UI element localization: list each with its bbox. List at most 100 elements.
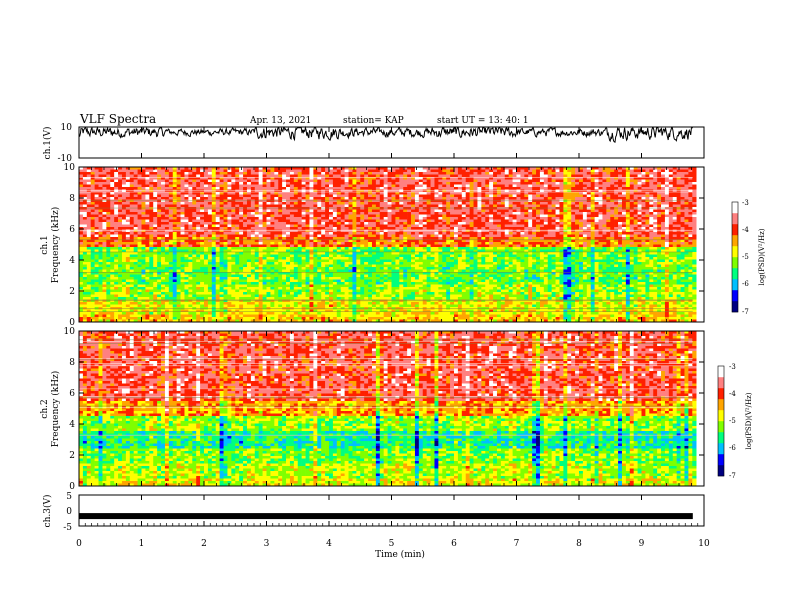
spectrogram-cell xyxy=(297,207,302,210)
spectrogram-cell xyxy=(368,179,373,183)
spectrogram-cell xyxy=(227,222,232,225)
spectrogram-cell xyxy=(524,167,529,170)
spectrogram-cell xyxy=(664,207,670,210)
spectrogram-cell xyxy=(539,232,545,235)
spectrogram-cell xyxy=(305,227,310,230)
spectrogram-cell xyxy=(164,202,170,205)
spectrogram-cell xyxy=(621,179,627,183)
spectrogram-cell xyxy=(688,182,693,185)
spectrogram-cell xyxy=(309,182,314,185)
spectrogram-cell xyxy=(110,204,115,208)
spectrogram-cell xyxy=(286,232,291,235)
spectrogram-cell xyxy=(286,197,291,200)
spectrogram-cell xyxy=(555,189,560,193)
spectrogram-cell xyxy=(481,214,486,218)
spectrogram-cell xyxy=(200,209,205,213)
spectrogram-cell xyxy=(348,224,353,228)
spectrogram-cell xyxy=(309,244,314,248)
spectrogram-cell xyxy=(598,204,603,208)
spectrogram-cell xyxy=(618,212,623,215)
spectrogram-cell xyxy=(438,212,443,215)
spectrogram-cell xyxy=(411,172,416,175)
spectrogram-cell xyxy=(266,237,271,240)
spectrogram-cell xyxy=(504,237,509,240)
spectrogram-cell xyxy=(270,184,275,188)
spectrogram-cell xyxy=(188,194,193,198)
spectrogram-cell xyxy=(94,242,99,245)
spectrogram-cell xyxy=(161,214,166,218)
spectrogram-cell xyxy=(434,182,439,185)
spectrogram-cell xyxy=(539,189,545,193)
spectrogram-cell xyxy=(364,172,369,175)
spectrogram-cell xyxy=(196,192,201,195)
spectrogram-cell xyxy=(450,174,455,178)
spectrogram-cell xyxy=(129,244,134,248)
spectrogram-cell xyxy=(207,167,213,170)
spectrogram-cell xyxy=(266,217,271,220)
spectrogram-cell xyxy=(102,174,107,178)
spectrogram-cell xyxy=(590,202,595,205)
spectrogram-cell xyxy=(360,239,365,243)
spectrogram-cell xyxy=(379,207,384,210)
spectrogram-cell xyxy=(422,184,427,188)
spectrogram-cell xyxy=(645,204,650,208)
spectrogram-cell xyxy=(618,222,623,225)
spectrogram-cell xyxy=(137,187,142,190)
spectrogram-cell xyxy=(582,209,588,213)
spectrogram-cell xyxy=(579,222,584,225)
spectrogram-cell xyxy=(211,212,217,215)
spectrogram-cell xyxy=(450,209,455,213)
spectrogram-cell xyxy=(606,192,611,195)
spectrogram-cell xyxy=(571,184,576,188)
spectrogram-cell xyxy=(430,197,435,200)
spectrogram-cell xyxy=(86,209,92,213)
spectrogram-cell xyxy=(145,194,150,198)
spectrogram-cell xyxy=(692,242,697,245)
spectrogram-cell xyxy=(258,207,263,210)
spectrogram-cell xyxy=(391,242,396,245)
spectrogram-cell xyxy=(243,244,248,248)
spectrogram-cell xyxy=(508,209,513,213)
spectrogram-cell xyxy=(524,242,529,245)
spectrogram-cell xyxy=(383,234,388,238)
spectrogram-cell xyxy=(606,169,611,173)
spectrogram-cell xyxy=(598,182,603,185)
spectrogram-cell xyxy=(133,237,138,240)
spectrogram-cell xyxy=(567,237,572,240)
spectrogram-cell xyxy=(485,239,490,243)
spectrogram-cell xyxy=(293,222,299,225)
spectrogram-cell xyxy=(157,177,162,180)
spectrogram-cell xyxy=(516,212,521,215)
spectrogram-cell xyxy=(496,177,502,180)
spectrogram-cell xyxy=(657,184,662,188)
spectrogram-cell xyxy=(598,189,603,193)
spectrogram-cell xyxy=(524,217,529,220)
spectrogram-cell xyxy=(543,224,549,228)
spectrogram-cell xyxy=(250,219,256,223)
spectrogram-cell xyxy=(688,212,693,215)
spectrogram-cell xyxy=(532,169,537,173)
spectrogram-cell xyxy=(411,184,416,188)
spectrogram-cell xyxy=(344,194,349,198)
spectrogram-cell xyxy=(168,227,174,230)
spectrogram-cell xyxy=(481,194,486,198)
spectrogram-cell xyxy=(254,204,259,208)
spectrogram-cell xyxy=(496,242,502,245)
spectrogram-cell xyxy=(137,197,142,200)
spectrogram-cell xyxy=(188,167,193,170)
spectrogram-cell xyxy=(407,202,412,205)
spectrogram-cell xyxy=(461,234,467,238)
spectrogram-cell xyxy=(426,169,431,173)
spectrogram-cell xyxy=(633,179,638,183)
spectrogram-cell xyxy=(621,207,627,210)
spectrogram-cell xyxy=(227,217,232,220)
spectrogram-cell xyxy=(493,237,498,240)
spectrogram-cell xyxy=(399,189,404,193)
spectrogram-cell xyxy=(215,222,220,225)
spectrogram-cell xyxy=(664,209,670,213)
spectrogram-cell xyxy=(266,192,271,195)
spectrogram-cell xyxy=(106,204,111,208)
spectrogram-cell xyxy=(243,227,248,230)
spectrogram-cell xyxy=(403,212,408,215)
spectrogram-cell xyxy=(305,244,310,248)
